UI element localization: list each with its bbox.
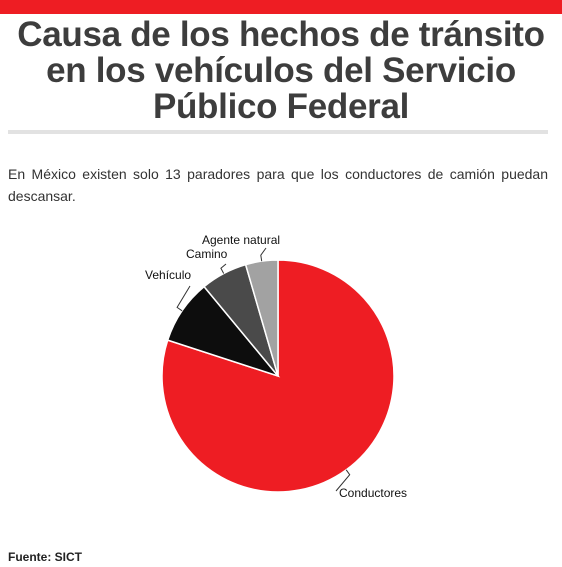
leader-line-agente-natural: [260, 247, 267, 262]
title-divider: [8, 130, 548, 134]
pie-slices: [161, 259, 395, 493]
pie-leader-lines: [176, 247, 351, 492]
description-text: En México existen solo 13 paradores para…: [8, 166, 548, 204]
slice-label-camino: Camino: [186, 247, 228, 261]
leader-line-vehículo: [176, 285, 191, 312]
top-accent-bar: [0, 0, 562, 14]
leader-line-camino: [220, 263, 227, 274]
page-title: Causa de los hechos de tránsito en los v…: [17, 15, 545, 126]
slice-label-conductores: Conductores: [339, 486, 407, 500]
slice-label-vehículo: Vehículo: [145, 268, 191, 282]
pie-slice-conductores: [161, 259, 395, 493]
leader-line-conductores: [335, 469, 351, 492]
slice-label-agente-natural: Agente natural: [202, 233, 280, 247]
source-note: Fuente: SICT: [8, 550, 82, 564]
